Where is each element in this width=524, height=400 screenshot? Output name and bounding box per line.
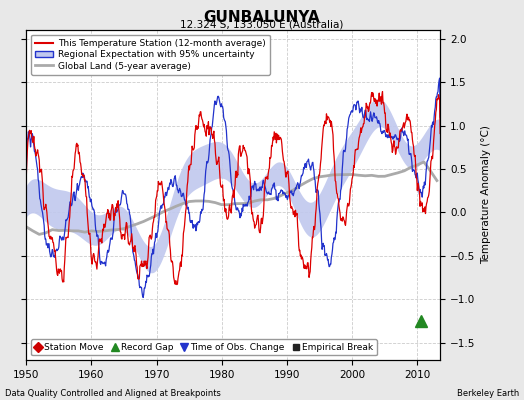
Text: Berkeley Earth: Berkeley Earth <box>456 389 519 398</box>
Text: Data Quality Controlled and Aligned at Breakpoints: Data Quality Controlled and Aligned at B… <box>5 389 221 398</box>
Y-axis label: Temperature Anomaly (°C): Temperature Anomaly (°C) <box>481 126 491 264</box>
Text: GUNBALUNYA: GUNBALUNYA <box>204 10 320 25</box>
Legend: Station Move, Record Gap, Time of Obs. Change, Empirical Break: Station Move, Record Gap, Time of Obs. C… <box>31 339 377 356</box>
Text: 12.324 S, 133.050 E (Australia): 12.324 S, 133.050 E (Australia) <box>180 19 344 29</box>
